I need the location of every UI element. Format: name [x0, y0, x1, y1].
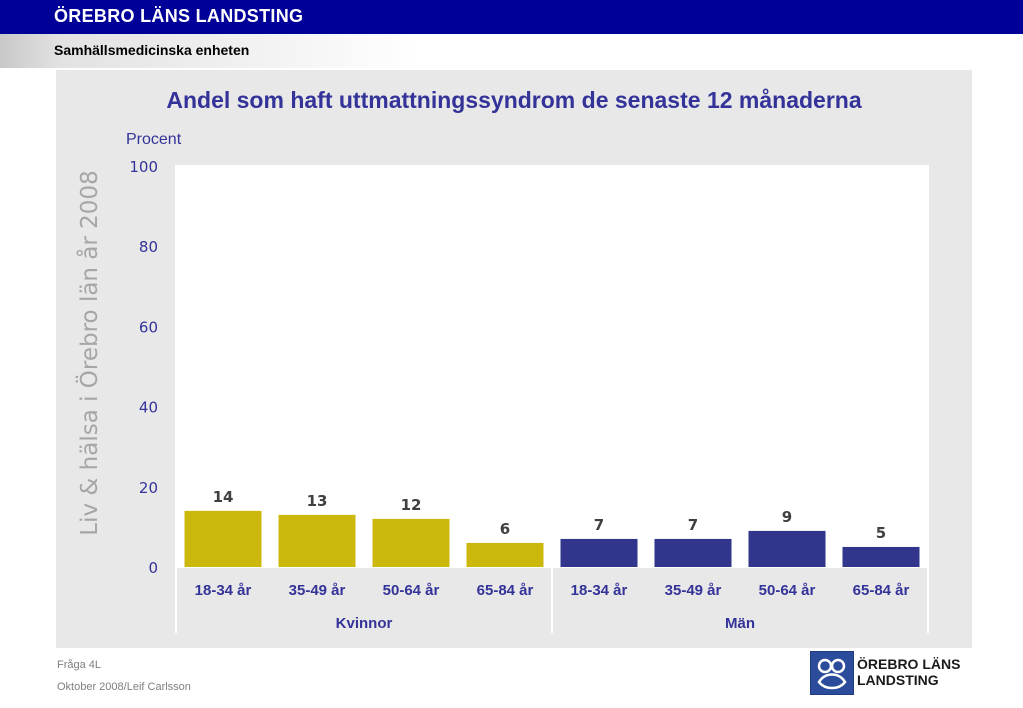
bar-data-label: 13	[307, 492, 328, 510]
bar	[278, 514, 356, 567]
subheader-bar: Samhällsmedicinska enheten	[0, 34, 1023, 68]
bar-data-label: 7	[594, 516, 604, 534]
bar-data-label: 6	[500, 520, 510, 538]
x-tick-label: 35-49 år	[289, 582, 346, 599]
x-tick-label: 18-34 år	[195, 582, 252, 599]
y-tick-label: 80	[139, 238, 158, 256]
organization-title: ÖREBRO LÄNS LANDSTING	[54, 6, 304, 26]
bar-data-label: 12	[401, 496, 422, 514]
bar-data-label: 9	[782, 508, 792, 526]
bar-data-label: 14	[213, 488, 234, 506]
logo-line-2: LANDSTING	[857, 672, 939, 688]
logo-line-1: ÖREBRO LÄNS	[857, 656, 961, 672]
group-label: Kvinnor	[336, 615, 393, 632]
footer-author-date: Oktober 2008/Leif Carlsson	[57, 681, 191, 693]
landsting-logo-icon	[810, 651, 854, 695]
chart-title: Andel som haft uttmattningssyndrom de se…	[166, 87, 862, 113]
y-tick-label: 40	[139, 399, 158, 417]
header-bar: ÖREBRO LÄNS LANDSTING	[0, 0, 1023, 34]
x-tick-label: 35-49 år	[665, 582, 722, 599]
plot-area	[175, 165, 929, 568]
group-label: Män	[725, 615, 755, 632]
unit-title: Samhällsmedicinska enheten	[54, 42, 250, 58]
bar	[842, 546, 920, 567]
bar	[372, 518, 450, 567]
y-tick-label: 20	[139, 479, 158, 497]
x-tick-label: 65-84 år	[853, 582, 910, 599]
logo: ÖREBRO LÄNS LANDSTING	[810, 651, 970, 695]
x-tick-label: 50-64 år	[759, 582, 816, 599]
bar	[654, 538, 732, 567]
y-tick-label: 60	[139, 318, 158, 336]
y-tick-label: 100	[129, 158, 158, 176]
y-axis-label: Procent	[126, 131, 182, 148]
bar	[184, 510, 262, 567]
x-tick-label: 50-64 år	[383, 582, 440, 599]
footer-question: Fråga 4L	[57, 659, 102, 671]
x-tick-label: 18-34 år	[571, 582, 628, 599]
logo-text: ÖREBRO LÄNS LANDSTING	[857, 656, 960, 688]
bar	[466, 542, 544, 567]
x-tick-label: 65-84 år	[477, 582, 534, 599]
bar	[560, 538, 638, 567]
bar	[748, 530, 826, 567]
bar-data-label: 5	[876, 524, 886, 542]
bar-data-label: 7	[688, 516, 698, 534]
y-tick-label: 0	[148, 559, 158, 577]
